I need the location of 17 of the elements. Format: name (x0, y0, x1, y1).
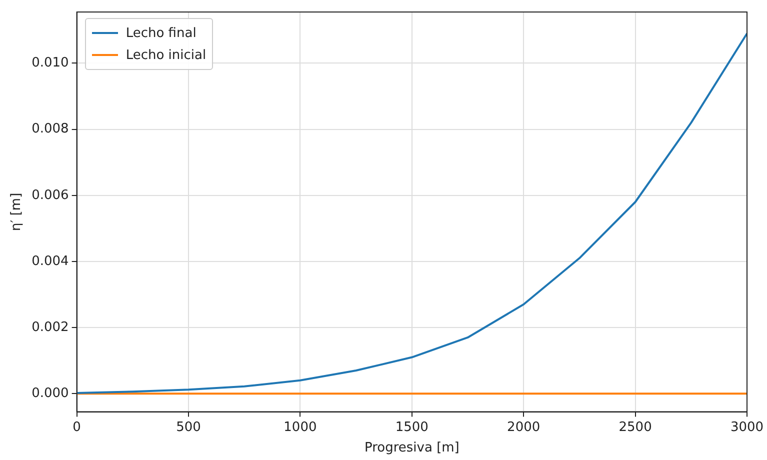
legend-label: Lecho final (126, 26, 196, 40)
y-tick-label: 0.010 (32, 56, 69, 71)
x-tick-label: 1000 (284, 420, 317, 435)
y-axis-title: η′ [m] (9, 192, 24, 231)
y-tick-label: 0.002 (32, 320, 69, 335)
x-tick-label: 2500 (618, 420, 652, 435)
legend-label: Lecho inicial (126, 48, 206, 62)
y-tick-label: 0.000 (32, 386, 69, 401)
y-tick-label: 0.004 (32, 254, 69, 269)
x-tick-label: 500 (176, 420, 201, 435)
x-tick-label: 3000 (730, 420, 764, 435)
x-tick-label: 0 (72, 420, 81, 435)
x-tick-label: 1500 (395, 420, 428, 435)
x-tick-label: 2000 (507, 420, 540, 435)
x-axis-title: Progresiva [m] (364, 440, 460, 456)
y-tick-label: 0.006 (32, 188, 69, 203)
y-tick-label: 0.008 (32, 122, 69, 137)
